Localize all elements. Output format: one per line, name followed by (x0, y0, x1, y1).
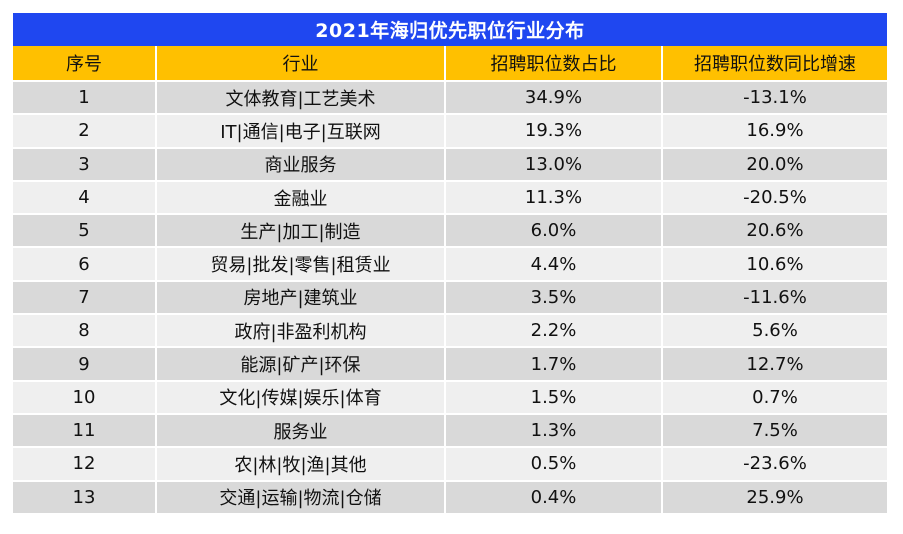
row-share: 34.9% (445, 79, 663, 115)
row-growth: -23.6% (662, 446, 887, 481)
row-industry: 贸易|批发|零售|租赁业 (156, 246, 446, 281)
row-industry: 政府|非盈利机构 (156, 313, 446, 348)
table-row: 10 文化|传媒|娱乐|体育 1.5% 0.7% (13, 379, 887, 414)
row-share: 2.2% (445, 313, 663, 348)
row-number: 13 (13, 479, 157, 513)
table-row: 5 生产|加工|制造 6.0% 20.6% (13, 213, 887, 248)
table-row: 4 金融业 11.3% -20.5% (13, 179, 887, 215)
row-number: 7 (13, 279, 157, 315)
column-header-growth: 招聘职位数同比增速 (662, 46, 887, 81)
row-number: 12 (13, 446, 157, 481)
table-row: 12 农|林|牧|渔|其他 0.5% -23.6% (13, 446, 887, 481)
row-industry: 文体教育|工艺美术 (156, 79, 446, 115)
row-number: 3 (13, 146, 157, 181)
row-industry: IT|通信|电子|互联网 (156, 113, 446, 148)
row-growth: 7.5% (662, 412, 887, 448)
row-growth: 20.6% (662, 213, 887, 248)
row-number: 9 (13, 346, 157, 381)
row-share: 4.4% (445, 246, 663, 281)
row-share: 11.3% (445, 179, 663, 215)
row-industry: 文化|传媒|娱乐|体育 (156, 379, 446, 414)
row-growth: 5.6% (662, 313, 887, 348)
row-industry: 交通|运输|物流|仓储 (156, 479, 446, 513)
table-title: 2021年海归优先职位行业分布 (13, 13, 887, 46)
row-growth: 20.0% (662, 146, 887, 181)
row-number: 6 (13, 246, 157, 281)
industry-distribution-table: 序号 行业 招聘职位数占比 招聘职位数同比增速 1 文体教育|工艺美术 34.9… (13, 46, 887, 513)
column-header-industry: 行业 (156, 46, 446, 81)
row-share: 6.0% (445, 213, 663, 248)
row-number: 8 (13, 313, 157, 348)
row-number: 10 (13, 379, 157, 414)
row-industry: 能源|矿产|环保 (156, 346, 446, 381)
row-growth: -11.6% (662, 279, 887, 315)
row-growth: 10.6% (662, 246, 887, 281)
row-number: 4 (13, 179, 157, 215)
table-row: 11 服务业 1.3% 7.5% (13, 412, 887, 448)
row-number: 11 (13, 412, 157, 448)
table-row: 3 商业服务 13.0% 20.0% (13, 146, 887, 181)
row-share: 0.4% (445, 479, 663, 513)
row-industry: 金融业 (156, 179, 446, 215)
row-number: 2 (13, 113, 157, 148)
row-growth: 16.9% (662, 113, 887, 148)
table-row: 2 IT|通信|电子|互联网 19.3% 16.9% (13, 113, 887, 148)
row-industry: 房地产|建筑业 (156, 279, 446, 315)
row-industry: 服务业 (156, 412, 446, 448)
row-share: 19.3% (445, 113, 663, 148)
header-row: 序号 行业 招聘职位数占比 招聘职位数同比增速 (13, 46, 887, 81)
row-industry: 生产|加工|制造 (156, 213, 446, 248)
table-row: 13 交通|运输|物流|仓储 0.4% 25.9% (13, 479, 887, 513)
row-number: 1 (13, 79, 157, 115)
row-growth: 25.9% (662, 479, 887, 513)
row-share: 3.5% (445, 279, 663, 315)
row-growth: -13.1% (662, 79, 887, 115)
table-row: 8 政府|非盈利机构 2.2% 5.6% (13, 313, 887, 348)
row-share: 0.5% (445, 446, 663, 481)
industry-table-panel: 2021年海归优先职位行业分布 序号 行业 招聘职位数占比 招聘职位数同比增速 … (13, 13, 887, 513)
column-header-number: 序号 (13, 46, 157, 81)
row-share: 1.7% (445, 346, 663, 381)
row-share: 13.0% (445, 146, 663, 181)
row-industry: 农|林|牧|渔|其他 (156, 446, 446, 481)
row-share: 1.3% (445, 412, 663, 448)
row-growth: 12.7% (662, 346, 887, 381)
row-number: 5 (13, 213, 157, 248)
table-row: 9 能源|矿产|环保 1.7% 12.7% (13, 346, 887, 381)
row-industry: 商业服务 (156, 146, 446, 181)
table-row: 6 贸易|批发|零售|租赁业 4.4% 10.6% (13, 246, 887, 281)
row-growth: 0.7% (662, 379, 887, 414)
table-row: 1 文体教育|工艺美术 34.9% -13.1% (13, 79, 887, 115)
column-header-share: 招聘职位数占比 (445, 46, 663, 81)
table-row: 7 房地产|建筑业 3.5% -11.6% (13, 279, 887, 315)
row-share: 1.5% (445, 379, 663, 414)
row-growth: -20.5% (662, 179, 887, 215)
